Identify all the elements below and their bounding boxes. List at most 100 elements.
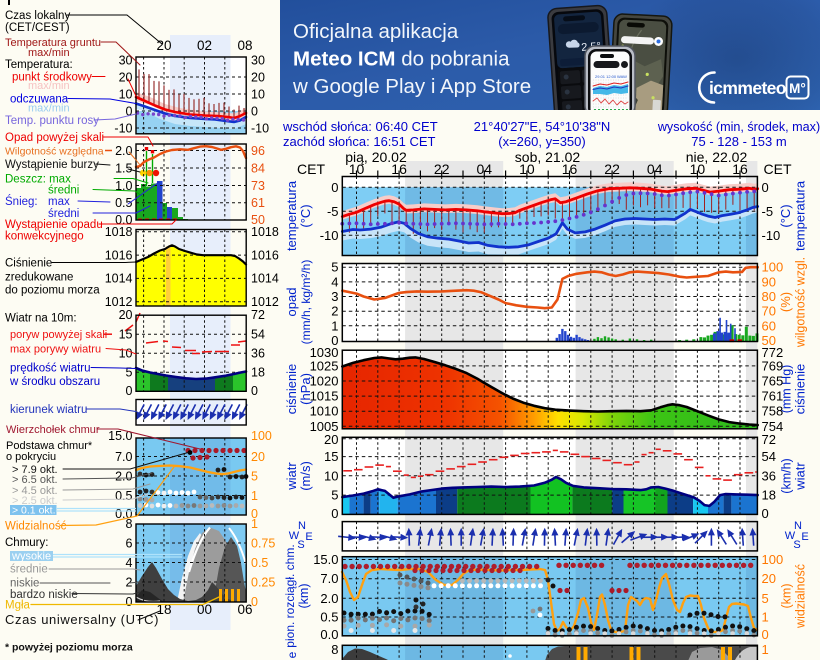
svg-text:wiatr: wiatr — [284, 462, 299, 491]
svg-text:18: 18 — [156, 602, 171, 617]
svg-text:do poziomu morza: do poziomu morza — [5, 285, 100, 297]
svg-text:Czas uniwersalny (UTC): Czas uniwersalny (UTC) — [5, 612, 159, 627]
svg-text:0: 0 — [126, 595, 133, 609]
svg-text:0: 0 — [331, 333, 338, 348]
svg-text:1: 1 — [762, 610, 769, 625]
svg-text:(mm Hg): (mm Hg) — [780, 365, 794, 414]
svg-text:772: 772 — [762, 345, 784, 360]
svg-text:1016: 1016 — [251, 248, 279, 262]
svg-text:Temperatura gruntu: Temperatura gruntu — [5, 37, 101, 49]
svg-text:> 2.5 okt.: > 2.5 okt. — [12, 495, 58, 507]
svg-text:1018: 1018 — [251, 225, 279, 239]
svg-text:pion. rozciągł. chm.: pion. rozciągł. chm. — [283, 544, 297, 647]
svg-text:4: 4 — [126, 556, 133, 570]
svg-text:0: 0 — [762, 180, 769, 195]
svg-text:1012: 1012 — [251, 295, 279, 309]
svg-text:Czas lokalny: Czas lokalny — [5, 10, 70, 22]
svg-text:(m/s): (m/s) — [298, 461, 313, 491]
svg-text:4: 4 — [331, 274, 338, 289]
svg-text:W: W — [289, 530, 300, 542]
svg-text:0.0: 0.0 — [115, 213, 132, 227]
svg-text:1015: 1015 — [310, 389, 339, 404]
svg-text:max/min: max/min — [28, 103, 70, 115]
svg-text:wysokość (min, środek, max): wysokość (min, środek, max) — [657, 120, 820, 134]
svg-text:16: 16 — [732, 161, 748, 177]
svg-text:CET: CET — [297, 161, 325, 177]
svg-text:Opad powyżej skali: Opad powyżej skali — [5, 132, 104, 144]
svg-text:> 0.1 okt.: > 0.1 okt. — [12, 504, 56, 516]
svg-text:30: 30 — [251, 53, 265, 67]
svg-text:50: 50 — [762, 333, 776, 348]
svg-text:1020: 1020 — [310, 374, 339, 389]
svg-text:765: 765 — [762, 374, 784, 389]
svg-text:Mgła: Mgła — [5, 600, 31, 612]
svg-text:100: 100 — [251, 429, 272, 443]
svg-text:20: 20 — [119, 70, 133, 84]
svg-text:punkt środkowy: punkt środkowy — [12, 72, 92, 84]
svg-text:36: 36 — [762, 468, 776, 483]
svg-text:10: 10 — [119, 87, 133, 101]
svg-text:(x=260, y=350): (x=260, y=350) — [498, 134, 585, 149]
svg-text:54: 54 — [251, 328, 265, 342]
svg-text:ciśnienie: ciśnienie — [284, 364, 299, 415]
svg-text:odczuwana: odczuwana — [10, 94, 69, 106]
svg-text:-10: -10 — [251, 121, 269, 135]
svg-text:Chmury:: Chmury: — [5, 537, 48, 549]
svg-text:opad: opad — [284, 288, 299, 317]
svg-text:0: 0 — [762, 506, 769, 521]
svg-text:0: 0 — [126, 384, 133, 398]
svg-text:max: max — [48, 196, 70, 208]
svg-text:temperatura: temperatura — [284, 180, 299, 251]
svg-text:22: 22 — [604, 161, 620, 177]
svg-text:0.75: 0.75 — [251, 536, 275, 550]
svg-text:21°40'27"E, 54°10'38"N: 21°40'27"E, 54°10'38"N — [474, 119, 611, 134]
svg-text:(km): (km) — [297, 584, 311, 609]
svg-text:1012: 1012 — [105, 295, 133, 309]
svg-text:Deszcz: max: Deszcz: max — [5, 174, 71, 186]
svg-text:1: 1 — [762, 642, 769, 657]
svg-text:5: 5 — [126, 366, 133, 380]
svg-text:5: 5 — [331, 260, 338, 275]
svg-text:Wystąpienie opadu: Wystąpienie opadu — [5, 219, 103, 231]
svg-text:0: 0 — [126, 104, 133, 118]
svg-text:754: 754 — [762, 419, 784, 434]
svg-text:Wystąpienie burzy: Wystąpienie burzy — [5, 159, 99, 171]
svg-text:15: 15 — [324, 449, 338, 464]
svg-text:0.5: 0.5 — [251, 556, 268, 570]
svg-text:N: N — [794, 520, 802, 532]
svg-text:sob, 21.02: sob, 21.02 — [515, 149, 581, 165]
svg-text:max/min: max/min — [28, 80, 70, 92]
svg-text:04: 04 — [647, 161, 663, 177]
svg-text:1: 1 — [251, 489, 258, 503]
svg-text:0: 0 — [331, 506, 338, 521]
svg-text:72: 72 — [251, 308, 265, 322]
svg-text:1005: 1005 — [310, 419, 339, 434]
svg-text:20: 20 — [251, 70, 265, 84]
svg-text:761: 761 — [762, 389, 784, 404]
svg-text:średni: średni — [48, 185, 79, 197]
svg-text:0: 0 — [762, 627, 769, 642]
svg-text:E: E — [801, 531, 808, 543]
svg-text:2: 2 — [331, 304, 338, 319]
svg-text:1014: 1014 — [105, 272, 133, 286]
svg-text:Widzialność: Widzialność — [5, 521, 67, 533]
svg-text:0.5: 0.5 — [115, 489, 132, 503]
svg-text:100: 100 — [762, 552, 784, 567]
svg-text:75 - 128 - 153 m: 75 - 128 - 153 m — [691, 134, 786, 149]
svg-text:15.0: 15.0 — [313, 552, 338, 567]
svg-text:84: 84 — [251, 161, 265, 175]
svg-text:1: 1 — [251, 517, 258, 531]
svg-text:769: 769 — [762, 358, 784, 373]
svg-text:max porywy wiatru: max porywy wiatru — [10, 344, 101, 356]
svg-text:1030: 1030 — [310, 345, 339, 360]
svg-text:0.25: 0.25 — [251, 575, 275, 589]
svg-text:6: 6 — [126, 536, 133, 550]
svg-text:36: 36 — [251, 347, 265, 361]
svg-text:1025: 1025 — [310, 358, 339, 373]
svg-text:1018: 1018 — [105, 225, 133, 239]
svg-text:1010: 1010 — [310, 404, 339, 419]
svg-text:zachód słońca: 16:51 CET: zachód słońca: 16:51 CET — [283, 134, 436, 149]
svg-text:nie, 22.02: nie, 22.02 — [686, 149, 748, 165]
svg-text:70: 70 — [762, 304, 776, 319]
svg-text:wysokie: wysokie — [11, 551, 51, 563]
